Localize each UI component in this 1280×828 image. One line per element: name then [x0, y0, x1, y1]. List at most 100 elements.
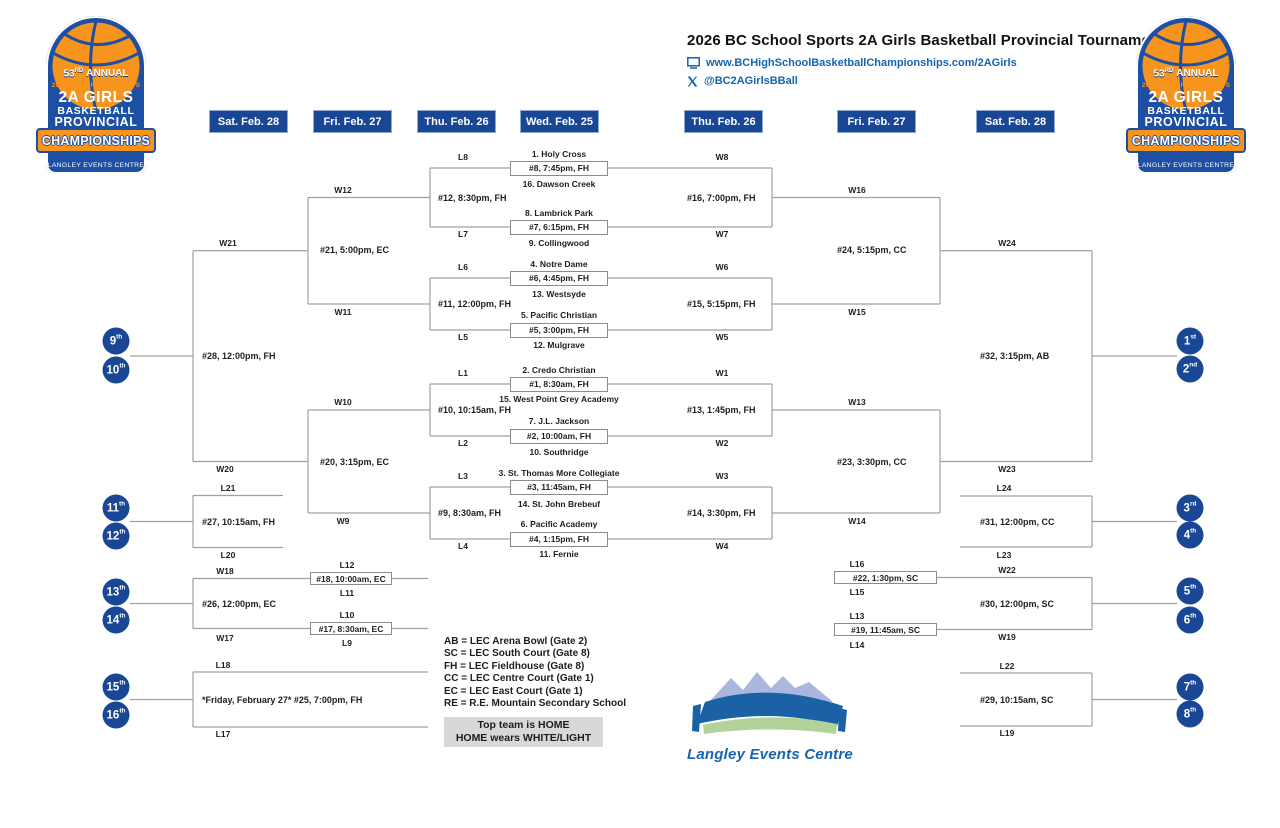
slot-label-W15: W15 — [848, 307, 866, 317]
team-name: 3. St. Thomas More Collegiate — [498, 468, 620, 478]
legend-row: CC = LEC Centre Court (Gate 1) — [444, 673, 594, 685]
arena-icon — [692, 672, 847, 734]
game-box-7: #7, 6:15pm, FH — [510, 219, 608, 235]
slot-label-L21: L21 — [220, 483, 236, 493]
langley-events-centre-logo: Langley Events Centre — [685, 662, 855, 763]
game-info-9: #9, 8:30am, FH — [438, 508, 502, 518]
slot-label-L9: L9 — [342, 638, 352, 648]
slot-label-L18: L18 — [215, 660, 231, 670]
logo-division-text: 2A GIRLS — [1148, 89, 1224, 106]
slot-label-W1: W1 — [715, 368, 729, 378]
slot-label-W10: W10 — [334, 397, 352, 407]
page-title: 2026 BC School Sports 2A Girls Basketbal… — [687, 32, 1165, 49]
game-info-26: #26, 12:00pm, EC — [202, 598, 277, 609]
game-info-12: #12, 8:30pm, FH — [438, 192, 507, 203]
website-url: www.BCHighSchoolBasketballChampionships.… — [706, 57, 1017, 69]
slot-label-W14: W14 — [848, 516, 866, 526]
game-info-30: #30, 12:00pm, SC — [980, 598, 1055, 609]
slot-label-W2: W2 — [715, 438, 729, 448]
team-name: 16. Dawson Creek — [522, 179, 596, 189]
slot-label-W18: W18 — [216, 566, 234, 576]
logo-venue-text: LANGLEY EVENTS CENTRE — [47, 162, 145, 169]
slot-label-L22: L22 — [999, 661, 1015, 671]
date-header-sat-left: Sat. Feb. 28 — [209, 110, 288, 133]
game-info-25: *Friday, February 27* #25, 7:00pm, FH — [202, 694, 363, 705]
game-info-16: #16, 7:00pm, FH — [687, 192, 756, 203]
slot-label-L17: L17 — [215, 729, 231, 739]
slot-label-W23: W23 — [998, 464, 1016, 474]
tournament-logo-right: 53RD ANNUAL 2026 BC SCHOOL SPORTS 2A GIRL… — [1126, 16, 1246, 174]
slot-label-L19: L19 — [999, 728, 1015, 738]
logo-championships-ribbon: CHAMPIONSHIPS — [36, 128, 156, 153]
basketball-icon — [1139, 19, 1233, 113]
legend-row: EC = LEC East Court (Gate 1) — [444, 685, 583, 697]
home-note-line: Top team is HOME — [477, 719, 570, 731]
slot-label-W17: W17 — [216, 633, 234, 643]
home-team-note: Top team is HOME HOME wears WHITE/LIGHT — [444, 717, 603, 747]
slot-label-W9: W9 — [336, 516, 350, 526]
logo-annual-text: 53RD ANNUAL — [1153, 68, 1219, 80]
date-header-thu-right: Thu. Feb. 26 — [684, 110, 763, 133]
monitor-icon — [687, 57, 700, 69]
slot-label-L5: L5 — [458, 332, 468, 342]
twitter-link[interactable]: @BC2AGirlsBBall — [687, 75, 798, 87]
slot-label-W21: W21 — [219, 238, 237, 248]
slot-label-L1: L1 — [458, 368, 468, 378]
slot-label-L12: L12 — [339, 560, 355, 570]
game-info-24: #24, 5:15pm, CC — [837, 245, 907, 255]
x-twitter-icon — [687, 76, 698, 87]
website-link[interactable]: www.BCHighSchoolBasketballChampionships.… — [687, 57, 1017, 69]
slot-label-W11: W11 — [334, 307, 352, 317]
slot-label-W4: W4 — [715, 541, 729, 551]
date-header-wed: Wed. Feb. 25 — [520, 110, 599, 133]
game-info-20: #20, 3:15pm, EC — [320, 456, 390, 467]
slot-label-L13: L13 — [849, 611, 865, 621]
logo-championships-ribbon: CHAMPIONSHIPS — [1126, 128, 1246, 153]
slot-label-L24: L24 — [996, 483, 1012, 493]
game-info-31: #31, 12:00pm, CC — [980, 516, 1055, 527]
logo-annual-text: 53RD ANNUAL — [63, 68, 129, 80]
game-box-19: #19, 11:45am, SC — [834, 623, 937, 636]
slot-label-L2: L2 — [458, 438, 468, 448]
game-info-14: #14, 3:30pm, FH — [687, 508, 756, 518]
legend-row: AB = LEC Arena Bowl (Gate 2) — [444, 636, 588, 647]
team-name: 5. Pacific Christian — [520, 310, 598, 320]
logo-level-text: PROVINCIAL — [1144, 115, 1228, 129]
lec-caption: Langley Events Centre — [687, 746, 853, 763]
slot-label-L7: L7 — [458, 229, 468, 239]
legend-row: RE = R.E. Mountain Secondary School — [444, 698, 626, 710]
game-box-1: #1, 8:30am, FH — [510, 376, 608, 392]
date-header-fri-right: Fri. Feb. 27 — [837, 110, 916, 133]
game-box-4: #4, 1:15pm, FH — [510, 531, 608, 547]
game-info-32: #32, 3:15pm, AB — [980, 351, 1050, 361]
slot-label-W12: W12 — [334, 185, 352, 195]
slot-label-L16: L16 — [849, 559, 865, 569]
slot-label-L15: L15 — [849, 587, 865, 597]
team-name: 10. Southridge — [529, 447, 589, 457]
game-info-28: #28, 12:00pm, FH — [202, 351, 276, 361]
game-box-8: #8, 7:45pm, FH — [510, 160, 608, 176]
slot-label-L23: L23 — [996, 550, 1012, 560]
logo-venue-text: LANGLEY EVENTS CENTRE — [1137, 162, 1235, 169]
game-info-11: #11, 12:00pm, FH — [438, 299, 512, 309]
slot-label-W13: W13 — [848, 397, 866, 407]
team-name: 9. Collingwood — [528, 238, 590, 248]
game-info-27: #27, 10:15am, FH — [202, 516, 276, 527]
game-box-3: #3, 11:45am, FH — [510, 479, 608, 495]
team-name: 11. Fernie — [539, 549, 579, 559]
date-header-sat-right: Sat. Feb. 28 — [976, 110, 1055, 133]
slot-label-L11: L11 — [339, 588, 355, 598]
slot-label-W8: W8 — [715, 152, 729, 162]
